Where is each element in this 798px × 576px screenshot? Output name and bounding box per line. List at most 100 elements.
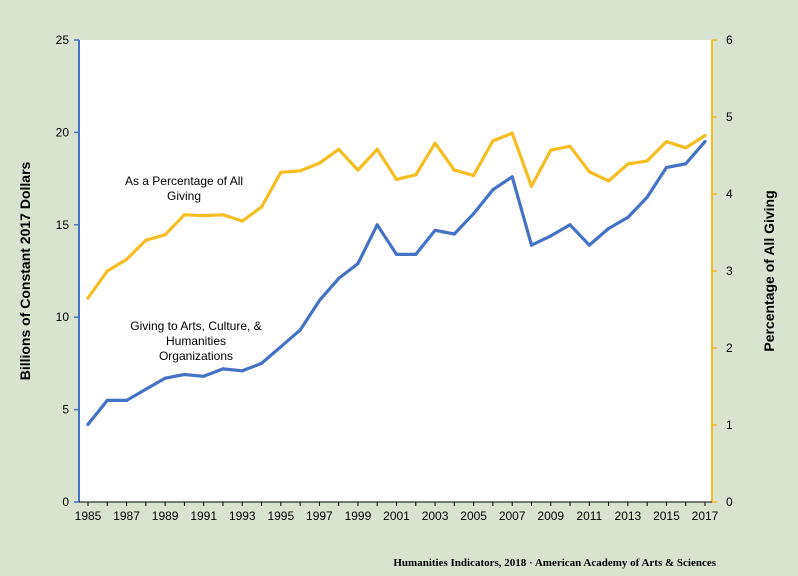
giving-point	[144, 387, 148, 391]
giving-point	[433, 228, 437, 232]
x-tick-label: 2011	[576, 509, 602, 523]
right-tick-label: 5	[726, 110, 733, 124]
percentage-point	[182, 213, 186, 217]
right-tick-label: 0	[726, 495, 733, 509]
percentage-point	[259, 205, 264, 209]
x-tick-label: 2015	[653, 509, 680, 523]
yellow-series-annotation: As a Percentage of All Giving	[125, 174, 243, 203]
left-axis-title: Billions of Constant 2017 Dollars	[17, 161, 33, 380]
yellow-label-line-2: Giving	[167, 189, 201, 203]
left-tick-label: 10	[56, 310, 70, 324]
giving-point	[240, 369, 244, 373]
giving-point	[703, 140, 707, 144]
percentage-point	[298, 169, 302, 173]
x-tick-label: 1995	[267, 509, 294, 523]
percentage-point	[86, 296, 90, 300]
giving-point	[684, 162, 688, 166]
x-tick-label: 2017	[692, 509, 719, 523]
giving-point	[491, 188, 495, 192]
giving-point	[182, 372, 186, 377]
giving-point	[86, 422, 90, 426]
percentage-point	[337, 147, 341, 151]
left-tick-label: 5	[62, 403, 69, 417]
percentage-point	[163, 233, 167, 237]
giving-point	[452, 232, 456, 236]
giving-point	[472, 212, 476, 216]
percentage-point	[414, 173, 418, 177]
x-tick-label: 2013	[615, 509, 642, 523]
x-tick-label: 2007	[499, 509, 526, 523]
giving-point	[279, 345, 283, 349]
right-tick-label: 4	[726, 187, 733, 201]
x-tick-label: 1999	[345, 509, 372, 523]
right-tick-label: 2	[726, 341, 733, 355]
giving-point	[587, 243, 591, 247]
right-tick-label: 6	[726, 33, 733, 47]
percentage-point	[645, 159, 649, 163]
giving-point	[414, 252, 418, 256]
percentage-point	[626, 162, 630, 166]
x-tick-label: 1991	[190, 509, 217, 523]
giving-point	[626, 215, 630, 219]
x-tick-label: 1997	[306, 509, 333, 523]
blue-label-line-1: Giving to Arts, Culture, &	[130, 319, 261, 333]
percentage-point	[317, 161, 321, 165]
left-tick-label: 15	[56, 218, 70, 232]
percentage-point	[125, 257, 129, 261]
x-tick-label: 2003	[422, 509, 449, 523]
percentage-point	[144, 238, 148, 242]
giving-point	[394, 252, 399, 256]
percentage-point	[202, 214, 206, 218]
percentage-point	[684, 146, 688, 150]
right-tick-label: 3	[726, 264, 733, 278]
giving-point	[568, 223, 572, 227]
percentage-point	[549, 148, 553, 152]
percentage-point	[510, 131, 514, 135]
percentage-point	[279, 170, 283, 174]
percentage-point	[529, 184, 534, 188]
blue-label-line-2: Humanities	[166, 334, 226, 348]
giving-point	[664, 165, 669, 170]
percentage-point	[664, 140, 669, 144]
giving-point	[529, 243, 534, 247]
percentage-point	[433, 141, 437, 145]
giving-point	[375, 223, 379, 227]
left-tick-label: 0	[62, 495, 69, 509]
giving-point	[607, 226, 611, 231]
percentage-point	[472, 173, 476, 178]
percentage-point	[452, 168, 456, 172]
giving-point	[317, 299, 321, 303]
percentage-point	[491, 139, 495, 143]
ticks-layer: 0 5 10 15 20 25 0 1 2 3 4 5 6 1985 1987 1989 1991 1993 199…	[56, 33, 733, 523]
yellow-label-line-1: As a Percentage of All	[125, 174, 243, 188]
giving-point	[337, 276, 341, 280]
x-tick-label: 1993	[229, 509, 256, 523]
giving-point	[298, 328, 302, 332]
percentage-point	[568, 144, 572, 148]
right-axis-title: Percentage of All Giving	[761, 190, 777, 351]
x-tick-label: 1989	[152, 509, 179, 523]
x-tick-label: 1985	[75, 509, 102, 523]
percentage-point	[703, 133, 707, 138]
percentage-point	[375, 147, 379, 151]
giving-point	[221, 367, 225, 371]
percentage-point	[394, 177, 399, 181]
left-tick-label: 25	[56, 33, 70, 47]
percentage-point	[221, 213, 225, 217]
giving-point	[549, 234, 553, 238]
left-tick-label: 20	[56, 125, 70, 139]
percentage-point	[105, 269, 109, 273]
giving-point	[645, 195, 649, 199]
x-tick-label: 1987	[113, 509, 140, 523]
x-tick-label: 2005	[460, 509, 487, 523]
giving-point	[163, 376, 167, 380]
giving-point	[510, 175, 514, 179]
giving-point	[259, 361, 264, 365]
plot-area	[79, 40, 712, 502]
x-tick-label: 2001	[383, 509, 410, 523]
percentage-point	[587, 170, 591, 174]
percentage-point	[607, 179, 611, 183]
giving-point	[356, 262, 360, 266]
